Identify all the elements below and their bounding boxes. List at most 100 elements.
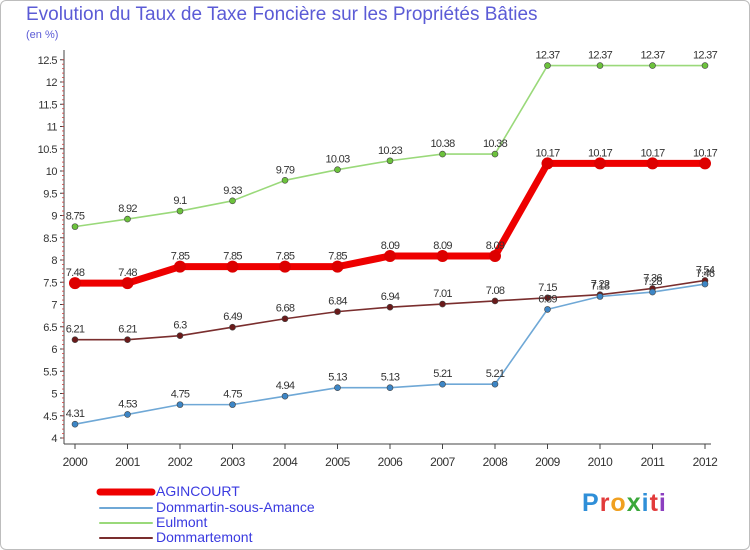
data-point <box>124 336 131 343</box>
data-point <box>701 280 709 288</box>
y-tick-label: 9 <box>51 211 57 223</box>
data-point <box>544 294 551 302</box>
y-tick-label: 12.5 <box>38 55 58 67</box>
data-point <box>386 384 394 392</box>
data-label: 7.18 <box>591 280 610 292</box>
y-tick-label: 7 <box>51 300 57 312</box>
data-label: 7.08 <box>486 285 505 297</box>
x-tick-label: 2011 <box>641 455 666 469</box>
data-point <box>71 223 79 230</box>
data-label: 10.38 <box>483 138 508 150</box>
data-label: 6.94 <box>381 291 400 303</box>
data-label: 5.21 <box>486 368 505 380</box>
data-label: 9.79 <box>276 164 295 176</box>
y-tick-label: 4 <box>51 433 57 445</box>
data-point <box>279 260 291 273</box>
series-line <box>71 159 709 287</box>
data-point <box>281 392 289 400</box>
data-point <box>174 260 186 273</box>
y-tick-label: 5.5 <box>43 366 57 378</box>
legend-label: Dommartemont <box>156 529 253 545</box>
data-label: 7.48 <box>66 267 85 279</box>
data-point <box>491 150 499 158</box>
legend-label: AGINCOURT <box>156 483 240 499</box>
data-label: 4.31 <box>66 408 85 420</box>
data-label: 7.36 <box>643 272 662 284</box>
data-label: 10.03 <box>325 154 350 166</box>
y-tick-label: 12 <box>46 77 58 89</box>
x-tick-label: 2008 <box>483 455 509 469</box>
x-tick-label: 2007 <box>430 455 456 469</box>
data-point <box>334 308 341 315</box>
data-label: 7.54 <box>696 264 715 276</box>
data-point <box>439 150 446 158</box>
unit-label: (en %) <box>26 29 59 41</box>
data-label: 4.75 <box>223 389 242 401</box>
legend-label: Dommartin-sous-Amance <box>156 499 315 515</box>
data-point <box>436 249 449 262</box>
data-label: 5.21 <box>433 368 452 380</box>
data-label: 12.37 <box>640 50 665 62</box>
data-point <box>334 166 341 173</box>
data-label: 6.21 <box>118 324 137 336</box>
x-tick-label: 2012 <box>693 455 719 469</box>
data-point <box>491 297 499 305</box>
data-point <box>386 157 394 165</box>
data-point <box>331 260 344 273</box>
proxiti-logo: Proxiti <box>582 489 667 517</box>
data-point <box>544 62 551 69</box>
data-label: 10.17 <box>535 147 560 159</box>
x-tick-label: 2000 <box>63 455 89 469</box>
data-point <box>594 157 606 170</box>
legend-label: Eulmont <box>156 514 208 530</box>
x-tick-label: 2004 <box>273 455 299 469</box>
y-tick-label: 10 <box>46 166 58 178</box>
data-point <box>334 384 341 392</box>
data-point <box>124 411 131 418</box>
data-point <box>281 315 289 323</box>
x-tick-label: 2006 <box>378 455 404 469</box>
data-label: 8.09 <box>433 240 452 252</box>
data-label: 7.15 <box>538 282 557 294</box>
data-label: 10.38 <box>430 138 455 150</box>
data-point <box>439 380 446 388</box>
data-label: 7.85 <box>276 251 295 263</box>
data-label: 10.17 <box>588 147 613 159</box>
data-label: 4.94 <box>276 380 295 392</box>
data-label: 9.1 <box>173 195 187 207</box>
data-point <box>439 300 446 308</box>
data-point <box>176 332 184 339</box>
data-label: 7.01 <box>433 288 452 300</box>
data-point <box>489 249 501 262</box>
data-label: 7.85 <box>223 251 242 263</box>
data-point <box>649 288 656 296</box>
data-point <box>69 277 81 290</box>
data-point <box>491 380 499 388</box>
data-point <box>701 62 709 69</box>
data-label: 7.22 <box>591 279 610 291</box>
x-tick-label: 2003 <box>220 455 246 469</box>
y-tick-label: 5 <box>51 389 57 401</box>
data-label: 10.17 <box>693 147 718 159</box>
data-point <box>226 260 239 273</box>
y-tick-label: 9.5 <box>43 188 57 200</box>
y-tick-label: 6.5 <box>43 322 57 334</box>
data-point <box>699 157 711 170</box>
data-point <box>176 207 184 215</box>
data-label: 12.37 <box>693 50 718 62</box>
data-label: 10.17 <box>640 147 665 159</box>
data-point <box>71 336 79 343</box>
y-tick-label: 10.5 <box>38 144 58 156</box>
data-label: 6.3 <box>173 320 187 332</box>
x-tick-label: 2002 <box>168 455 194 469</box>
data-label: 4.53 <box>118 398 137 410</box>
data-point <box>596 62 604 69</box>
y-tick-label: 6 <box>51 344 57 356</box>
x-tick-label: 2005 <box>325 455 351 469</box>
data-label: 7.46 <box>696 268 715 280</box>
data-label: 7.28 <box>643 276 662 288</box>
data-label: 4.75 <box>171 389 190 401</box>
data-label: 7.48 <box>118 267 137 279</box>
